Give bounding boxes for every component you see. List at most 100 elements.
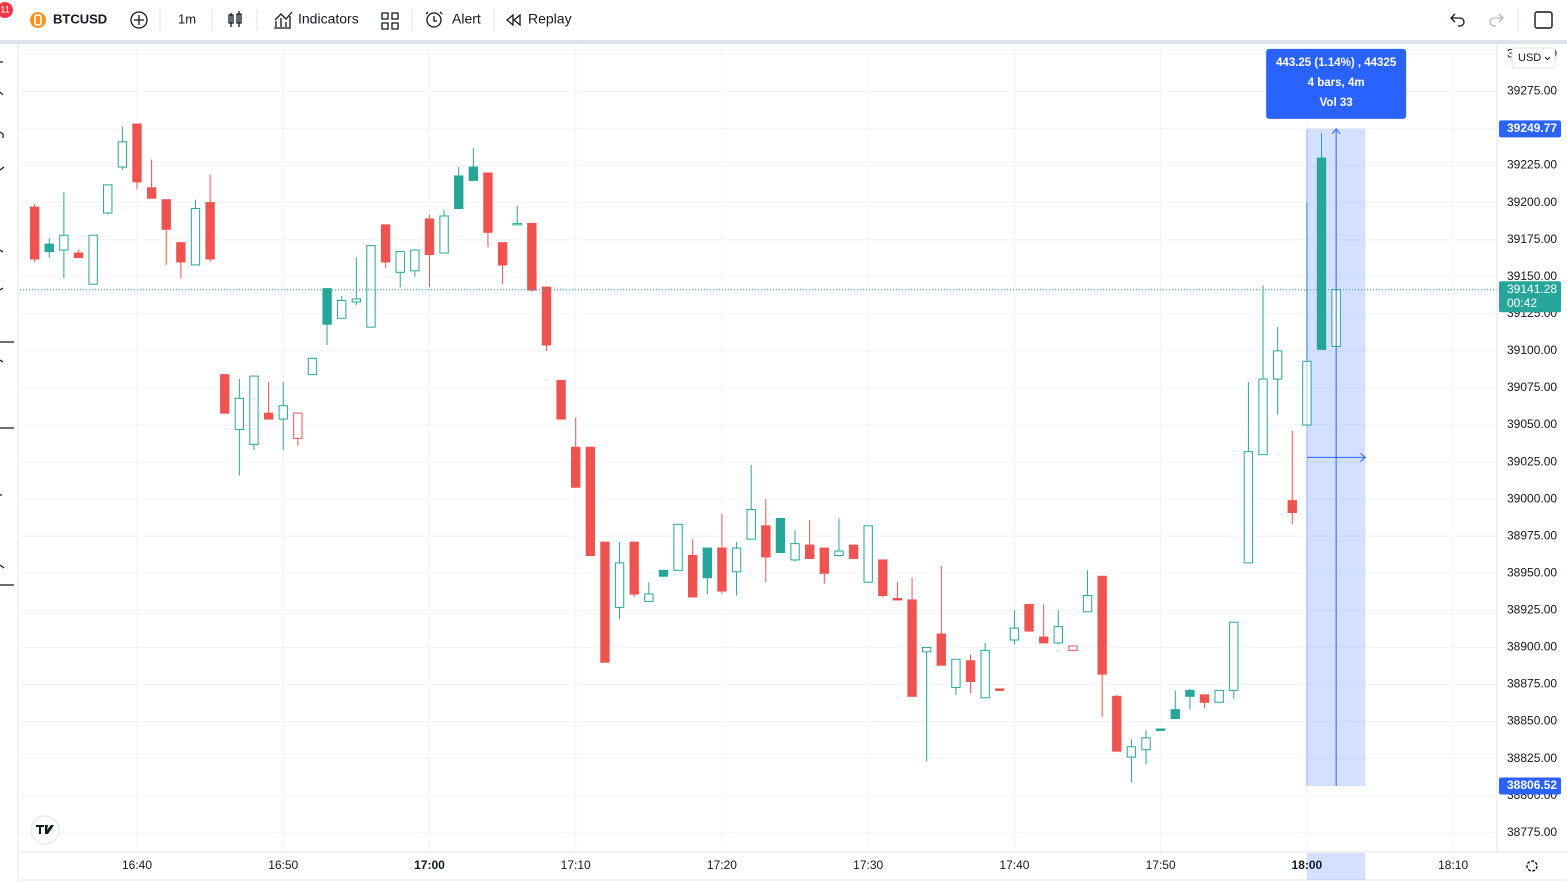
candle-body [1038,636,1049,644]
fullscreen-button[interactable] [1534,11,1553,29]
candle-body [965,660,976,683]
candle-body [1009,627,1020,641]
candle-body [1155,728,1166,731]
time-axis-bg [20,852,1497,883]
toolbar-divider [0,40,1567,44]
candle-body [717,547,727,592]
redo-button[interactable] [1489,13,1504,27]
candle-body [59,234,69,251]
candle-body [688,554,698,598]
candle-body [863,525,873,583]
candle-body [1053,626,1063,644]
x-tick-label: 17:40 [999,858,1029,872]
x-tick-label: 17:50 [1146,858,1176,872]
candle-body [775,517,786,554]
price-axis-bg [1497,44,1567,883]
interval[interactable]: 1m [178,11,196,26]
alert-button[interactable]: Alert [452,11,481,27]
indicators-button[interactable]: Indicators [298,11,359,27]
badge [0,2,13,18]
x-tick-label: 18:10 [1438,858,1468,872]
currency-caret [1544,56,1551,61]
current-price-label: 39141.28 [1507,282,1557,296]
compare-icon [134,15,144,25]
candle-body [454,175,464,210]
y-tick-label: 39000.00 [1507,491,1557,505]
symbol-icon[interactable] [30,12,46,28]
candle-body [1112,695,1122,752]
currency-button-bg[interactable] [1511,47,1556,69]
candle-body [44,243,54,253]
layouts-button[interactable] [381,12,399,30]
measure-high-label-bg [1499,120,1561,138]
candle-body [103,184,113,214]
candle-body [395,251,405,273]
y-tick-label: 38875.00 [1507,677,1557,691]
candle-body [410,249,420,272]
logo-mark [36,825,54,834]
y-tick-label: 39025.00 [1507,454,1557,468]
candle-body [1229,621,1239,691]
candle-body [29,206,40,260]
y-tick-label: 39200.00 [1507,195,1557,209]
measure-low-label-bg [1499,777,1561,795]
candle-body [176,242,186,263]
y-tick-label: 38925.00 [1507,603,1557,617]
currency-button[interactable]: USD [1518,52,1541,64]
candle-body [1243,451,1254,564]
candle-body [190,208,201,266]
settings-button[interactable] [1526,860,1538,872]
y-tick-label: 38975.00 [1507,528,1557,542]
x-tick-label: 18:00 [1292,858,1323,872]
chart-type-button[interactable] [228,11,242,27]
measure-tooltip-line: Vol 33 [1320,97,1353,109]
candle-body [658,569,669,577]
y-tick-label: 39225.00 [1507,158,1557,172]
candle-body [263,412,274,420]
countdown-label: 00:42 [1507,296,1537,310]
indicators-icon[interactable] [274,11,293,29]
candle-body [278,405,288,420]
candle-body [234,397,245,430]
replay-button[interactable]: Replay [528,11,572,27]
y-tick-label: 39175.00 [1507,232,1557,246]
candle-body [1068,645,1078,651]
replay-icon[interactable] [505,13,521,27]
candle-body [117,141,128,168]
x-tick-label: 17:20 [707,858,737,872]
candle-body [892,597,903,601]
candle-body [366,245,376,328]
candle-body [468,166,479,181]
candle-body [293,412,303,439]
candle-body [88,234,98,285]
y-tick-label: 38775.00 [1507,825,1557,839]
candle-body [1272,350,1283,380]
y-tick-label: 39275.00 [1507,84,1557,98]
undo-button[interactable] [1450,13,1465,27]
candle-body [673,523,683,571]
candle-body [556,380,566,420]
toolbar-bg [0,0,1567,40]
candle-body [322,288,332,325]
y-tick-label: 39050.00 [1507,417,1557,431]
candle-body [1214,689,1224,703]
compare-button[interactable] [130,11,148,29]
candle-body [307,357,318,376]
candle-body [1097,575,1107,675]
candle-body [73,252,84,258]
measure-tooltip-line: 4 bars, 4m [1308,77,1365,89]
left-toolbar [0,44,19,883]
candle-body [1258,378,1268,456]
measure-arrow [1331,128,1341,135]
candle-body [351,298,362,303]
candle-body [1024,603,1034,632]
axes: 38775.0038800.0038825.0038850.0038875.00… [122,47,1561,880]
candle-body [644,593,654,602]
drawing-tools[interactable] [0,61,14,586]
alert-icon[interactable] [426,12,442,28]
symbol[interactable]: BTCUSD [53,11,107,26]
measure-tooltip-line: 443.25 (1.14%) , 44325 [1276,57,1397,69]
candle-body [527,222,537,291]
candle-body [541,286,552,346]
y-tick-label: 38850.00 [1507,714,1557,728]
